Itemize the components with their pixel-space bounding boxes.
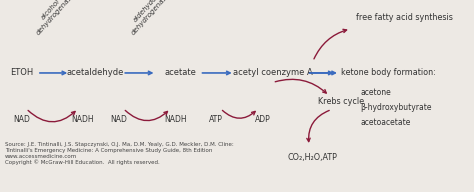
Text: NAD: NAD bbox=[13, 115, 30, 123]
Text: ETOH: ETOH bbox=[9, 69, 33, 77]
Text: Krebs cycle: Krebs cycle bbox=[318, 97, 365, 106]
Text: free fatty acid synthesis: free fatty acid synthesis bbox=[356, 13, 452, 22]
Text: ketone body formation:: ketone body formation: bbox=[341, 69, 436, 77]
Text: aldehyde
dehydrogenase: aldehyde dehydrogenase bbox=[125, 0, 171, 36]
Text: acetoacetate: acetoacetate bbox=[360, 118, 410, 127]
Text: acetone: acetone bbox=[360, 88, 391, 97]
Text: ATP: ATP bbox=[209, 115, 223, 123]
Text: acetate: acetate bbox=[164, 69, 196, 77]
Text: CO₂,H₂O,ATP: CO₂,H₂O,ATP bbox=[288, 153, 338, 162]
Text: ADP: ADP bbox=[255, 115, 271, 123]
Text: NADH: NADH bbox=[72, 115, 94, 123]
Text: NADH: NADH bbox=[164, 115, 187, 123]
Text: alcohol
dehydrogenase: alcohol dehydrogenase bbox=[30, 0, 76, 36]
Text: acetaldehyde: acetaldehyde bbox=[66, 69, 124, 77]
Text: β-hydroxybutyrate: β-hydroxybutyrate bbox=[360, 103, 432, 112]
Text: NAD: NAD bbox=[110, 115, 127, 123]
Text: acetyl coenzyme A: acetyl coenzyme A bbox=[233, 69, 312, 77]
Text: Source: J.E. Tintinalli, J.S. Stapczynski, O.J. Ma, D.M. Yealy, G.D. Meckler, D.: Source: J.E. Tintinalli, J.S. Stapczynsk… bbox=[5, 142, 234, 165]
